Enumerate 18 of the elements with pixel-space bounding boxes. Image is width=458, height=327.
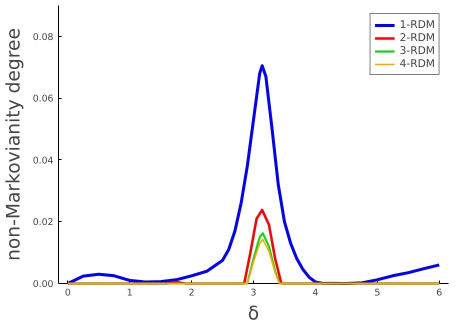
y-tick-label: 0.02 xyxy=(32,217,54,228)
x-tick-label: 0 xyxy=(64,288,71,298)
x-tick-label: 5 xyxy=(374,288,380,298)
x-tick-label: 1 xyxy=(126,288,133,298)
legend-label: 4-RDM xyxy=(400,57,435,70)
x-tick-label: 4 xyxy=(312,288,318,298)
x-tick-label: 2 xyxy=(188,288,195,298)
y-tick-label: 0.00 xyxy=(32,279,54,290)
y-tick-label: 0.04 xyxy=(32,155,54,166)
legend-label: 1-RDM xyxy=(400,18,435,31)
y-tick-label: 0.06 xyxy=(32,94,54,105)
x-tick-label: 3 xyxy=(250,288,257,298)
legend-label: 2-RDM xyxy=(400,31,435,44)
y-tick-label: 0.08 xyxy=(32,32,54,43)
y-axis-title: non-Markovianity degree xyxy=(4,28,25,261)
x-axis-title: δ xyxy=(248,304,260,324)
x-tick-label: 6 xyxy=(436,288,442,298)
legend-label: 3-RDM xyxy=(400,44,435,57)
